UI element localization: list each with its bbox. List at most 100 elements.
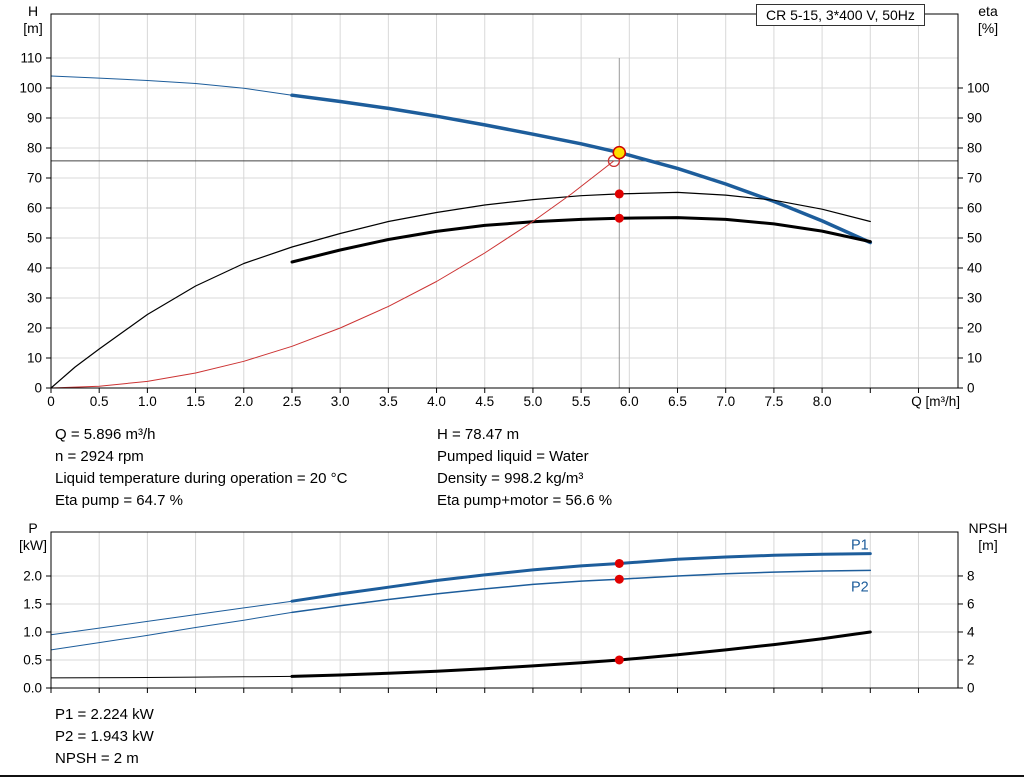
y-tick-label: 0.0: [23, 681, 42, 696]
p2-label: P2: [851, 580, 869, 596]
y-tick-label: 80: [27, 141, 42, 156]
h-axis-label: H [m]: [13, 3, 53, 37]
plot-frame: [50, 13, 959, 389]
y2-tick-label: 90: [967, 111, 982, 126]
npsh-curve-lead: [50, 675, 293, 679]
p-axis-label: P [kW]: [13, 520, 53, 554]
x-tick-label: 3.0: [331, 394, 350, 409]
power-info-p2: P2 = 1.943 kW: [55, 728, 154, 745]
x-tick-label: 2.5: [283, 394, 302, 409]
npsh-axis-label: NPSH [m]: [960, 520, 1016, 554]
x-tick-label: 5.0: [524, 394, 543, 409]
x-tick-label: 6.0: [620, 394, 639, 409]
x-tick-label: 4.0: [427, 394, 446, 409]
p2-curve-lead: [50, 611, 293, 651]
x-tick-label: 6.5: [668, 394, 687, 409]
duty-info-head: H = 78.47 m: [437, 426, 520, 443]
y-tick-label: 0.5: [23, 653, 42, 668]
y2-tick-label: 100: [967, 81, 990, 96]
y-tick-label: 20: [27, 321, 42, 336]
y2-tick-label: 20: [967, 321, 982, 336]
x-tick-label: 7.5: [765, 394, 784, 409]
y-tick-label: 100: [19, 81, 42, 96]
duty-info-liquid: Pumped liquid = Water: [437, 448, 589, 465]
y2-tick-label: 50: [967, 231, 982, 246]
h-axis-label-unit: [m]: [23, 20, 43, 36]
pump-model-badge: CR 5-15, 3*400 V, 50Hz: [756, 4, 925, 26]
h-axis-label-symbol: H: [27, 3, 39, 19]
y-tick-label: 30: [27, 291, 42, 306]
y2-tick-label: 70: [967, 171, 982, 186]
p1-curve: [290, 552, 872, 603]
duty-info-eta-total: Eta pump+motor = 56.6 %: [437, 492, 613, 509]
x-tick-label: 5.5: [572, 394, 591, 409]
y-tick-label: 90: [27, 111, 42, 126]
x-axis-title: Q [m³/h]: [911, 394, 960, 409]
duty-info-speed: n = 2924 rpm: [55, 448, 144, 465]
x-tick-label: 8.0: [813, 394, 832, 409]
y2-tick-label: 60: [967, 201, 982, 216]
x-tick-label: 1.5: [186, 394, 205, 409]
p1-point[interactable]: [614, 558, 624, 568]
npsh-curve: [290, 630, 872, 678]
x-tick-label: 7.0: [716, 394, 735, 409]
eta-pump-point[interactable]: [614, 189, 624, 199]
duty-info-q: Q = 5.896 m³/h: [55, 426, 156, 443]
duty-info-right: H = 78.47 m Pumped liquid = Water Densit…: [437, 424, 612, 512]
y2-tick-label: 10: [967, 351, 982, 366]
y2-tick-label: 30: [967, 291, 982, 306]
y2-tick-label: 2: [967, 652, 975, 667]
y-tick-label: 110: [20, 51, 42, 66]
duty-point[interactable]: [612, 145, 627, 160]
y2-tick-label: 80: [967, 141, 982, 156]
y2-tick-label: 0: [967, 681, 975, 696]
eta-pump-curve: [50, 191, 871, 389]
x-tick-label: 3.5: [379, 394, 398, 409]
y-tick-label: 40: [27, 261, 42, 276]
y2-tick-label: 0: [967, 381, 975, 396]
y2-tick-label: 6: [967, 596, 975, 611]
x-tick-label: 2.0: [234, 394, 253, 409]
y2-tick-label: 8: [967, 568, 975, 583]
head-curve: [290, 93, 873, 245]
qh-chart[interactable]: 0 0.5 1.0 1.5 2.0 2.5 3.0 3.5 4.0 4.5 5.0 5.5 6.0 6.5…: [0, 0, 1024, 416]
p1-curve-lead: [50, 600, 293, 636]
power-info: P1 = 2.224 kW P2 = 1.943 kW NPSH = 2 m: [55, 704, 154, 770]
bottom-divider: [0, 775, 1024, 777]
eta-axis-label-symbol: eta: [978, 3, 998, 19]
eta-axis-label-unit: [%]: [977, 20, 999, 36]
duty-info-left: Q = 5.896 m³/h n = 2924 rpm Liquid tempe…: [55, 424, 347, 512]
p1-label: P1: [851, 538, 869, 554]
y-tick-label: 1.0: [23, 625, 42, 640]
eta-pump-motor-point[interactable]: [614, 213, 624, 223]
y-tick-label: 2.0: [23, 569, 42, 584]
y-tick-label: 1.5: [23, 597, 42, 612]
npsh-axis-label-unit: [m]: [978, 537, 998, 553]
x-tick-label: 0: [47, 394, 55, 409]
y-tick-label: 50: [27, 231, 42, 246]
p-axis-label-unit: [kW]: [19, 537, 47, 553]
p-axis-label-symbol: P: [28, 520, 38, 536]
y-tick-label: 0: [34, 381, 42, 396]
npsh-axis-label-symbol: NPSH: [968, 520, 1008, 536]
power-info-p1: P1 = 2.224 kW: [55, 706, 154, 723]
x-tick-label: 1.0: [138, 394, 157, 409]
plot-frame: [50, 531, 959, 689]
p2-point[interactable]: [614, 574, 624, 584]
power-npsh-chart[interactable]: 0.0 0.5 1.0 1.5 2.0 0 2 4 6 8 P1 P2: [0, 518, 1024, 703]
x-tick-label: 0.5: [90, 394, 109, 409]
y-tick-label: 70: [27, 171, 42, 186]
p2-curve: [291, 569, 872, 614]
duty-info-eta-pump: Eta pump = 64.7 %: [55, 492, 183, 509]
eta-axis-label: eta [%]: [963, 3, 1013, 37]
duty-info-temperature: Liquid temperature during operation = 20…: [55, 470, 348, 487]
y-tick-label: 60: [27, 201, 42, 216]
y2-tick-label: 40: [967, 261, 982, 276]
duty-info-density: Density = 998.2 kg/m³: [437, 470, 584, 487]
npsh-point[interactable]: [614, 655, 624, 665]
power-info-npsh: NPSH = 2 m: [55, 750, 139, 767]
head-curve-lead: [50, 75, 293, 96]
y2-tick-label: 4: [967, 624, 975, 639]
eta-pump-motor-curve: [290, 216, 872, 264]
